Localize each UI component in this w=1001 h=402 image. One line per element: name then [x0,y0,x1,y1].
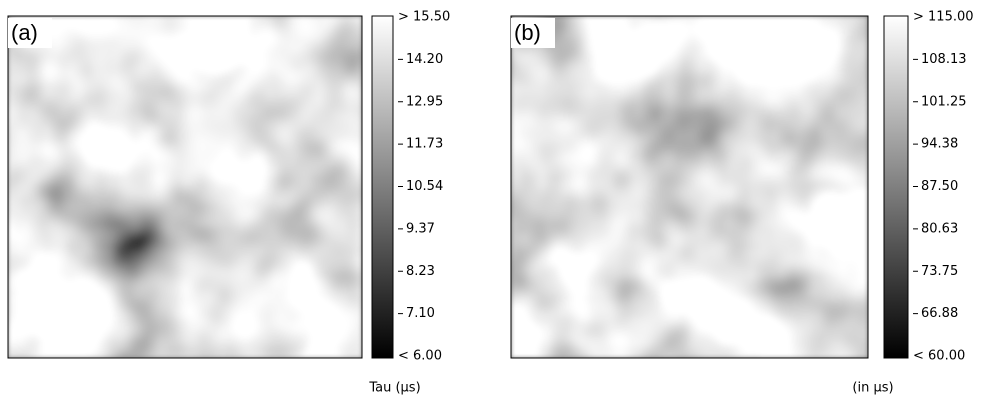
panel-label: (a) [11,20,38,45]
colorbar-tick-label: < 6.00 [398,349,442,364]
colorbar-tick-label: 87.50 [921,179,958,194]
colorbar-tick-label: 94.38 [921,137,958,152]
colorbar-tick-label: > 115.00 [913,10,974,25]
map-texture [511,16,868,358]
map-texture [8,16,362,358]
label-bg [8,18,52,48]
map-frame [510,15,869,359]
colorbar-tick-label: 66.88 [921,306,958,321]
panel-b: (b) > 115.00 108.13 101.25 94.38 87.50 80.63 73… [510,10,974,396]
colorbar-unit: (in μs) [852,381,893,396]
colorbar-tick-label: 7.10 [406,306,435,321]
colorbar-tick-label: 73.75 [921,264,958,279]
colorbar-tick-label: 80.63 [921,221,958,236]
panel-label: (b) [514,20,541,45]
colorbar-tick-label: 14.20 [406,52,443,67]
colorbar [883,15,909,359]
colorbar-tick-label: 11.73 [406,137,443,152]
colorbar-tick-label: 10.54 [406,179,443,194]
colorbar [371,15,394,359]
colorbar-tick-label: > 15.50 [398,10,450,25]
colorbar-tick-label: 108.13 [921,52,967,67]
colorbar-tick-label: 101.25 [921,94,967,109]
colorbar-tick-label: 12.95 [406,94,443,109]
colorbar-tick-label: 8.23 [406,264,435,279]
panel-a: (a) > 15.50 14.20 12.95 11.73 10.54 9.37 8.23 7.… [7,10,450,396]
map-frame [7,15,363,359]
colorbar-tick-label: 9.37 [406,221,435,236]
colorbar-unit: Tau (μs) [368,381,420,396]
label-bg [511,18,555,48]
colorbar-tick-label: < 60.00 [913,349,965,364]
